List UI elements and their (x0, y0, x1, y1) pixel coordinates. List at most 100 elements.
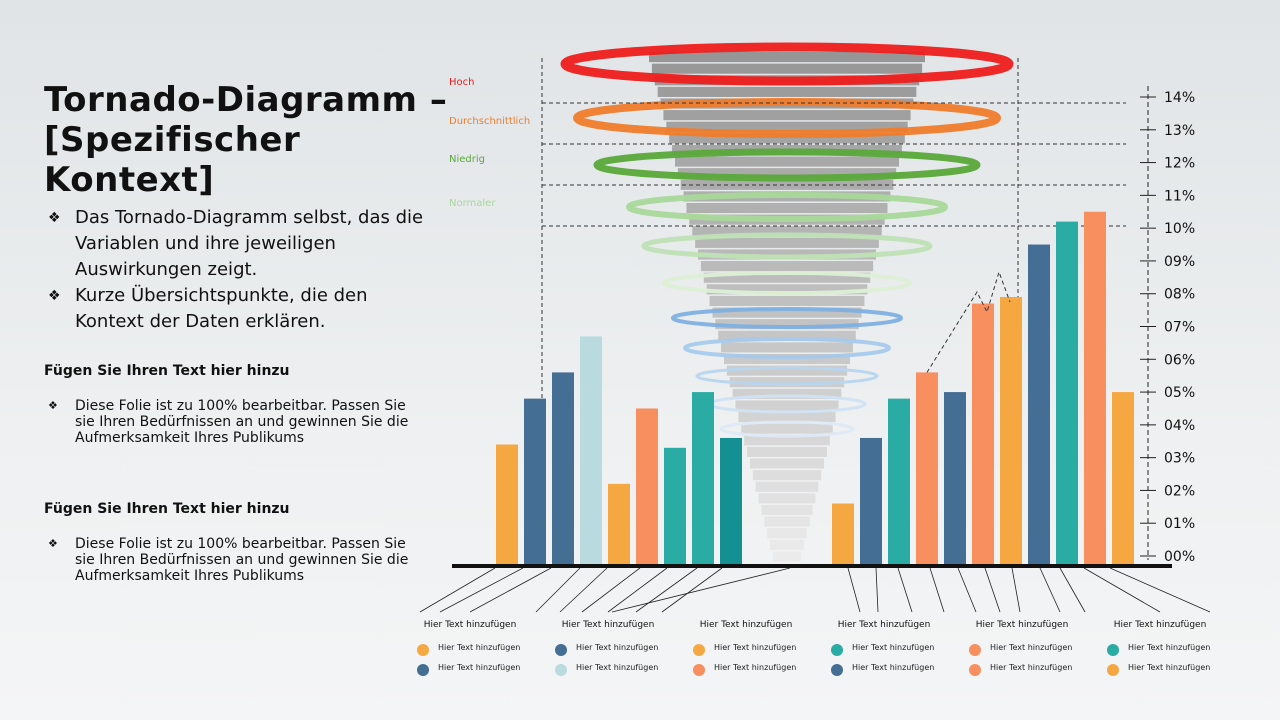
category-labels: Hier Text hinzufügen Hier Text hinzufügen… (424, 620, 1207, 630)
tornado-stripe (749, 458, 825, 469)
leader-line (419, 567, 496, 613)
tornado-stripe (767, 528, 807, 539)
legend-swatch (693, 664, 705, 676)
baseline (419, 564, 1211, 613)
bar (552, 372, 574, 564)
legend-label: Hier Text hinzufügen (990, 663, 1072, 672)
bar (720, 437, 742, 564)
legend-swatch (555, 644, 567, 656)
section-heading-2: Fügen Sie Ihren Text hier hinzu (44, 501, 290, 517)
tornado-stripe (706, 284, 868, 295)
title-line-1: Tornado-Diagramm – (44, 80, 448, 120)
legend: Hier Text hinzufügen Hier Text hinzufügen… (417, 643, 1210, 676)
leader-line (469, 567, 552, 613)
y-tick-label: 00% (1164, 549, 1195, 565)
bar (860, 437, 882, 564)
section-text: Diese Folie ist zu 100% bearbeitbar. Pas… (44, 536, 424, 584)
tornado-stripe (663, 110, 911, 121)
tornado-stripe (773, 551, 801, 562)
leader-line (559, 567, 608, 613)
tornado-stripe (729, 377, 845, 388)
y-tick-label: 12% (1164, 156, 1195, 172)
legend-label: Hier Text hinzufügen (1128, 643, 1210, 652)
category-label: Hier Text hinzufügen (424, 620, 517, 630)
leader-line (1059, 567, 1086, 613)
slide-title: Tornado-Diagramm – [Spezifischer Kontext… (44, 80, 464, 200)
category-label: Hier Text hinzufügen (1114, 620, 1207, 630)
legend-label: Hier Text hinzufügen (576, 663, 658, 672)
leader-line (875, 567, 879, 613)
category-label: Hier Text hinzufügen (838, 620, 931, 630)
y-tick-label: 07% (1164, 320, 1195, 336)
bar (496, 444, 518, 564)
legend-swatch (417, 644, 429, 656)
level-label: Normaler (449, 198, 496, 209)
legend-swatch (417, 664, 429, 676)
category-label: Hier Text hinzufügen (700, 620, 793, 630)
tornado-ring (560, 42, 1014, 86)
tornado-stripe (770, 539, 804, 550)
tornado-stripe (669, 133, 905, 144)
tornado-stripe (758, 493, 816, 504)
bar (888, 398, 910, 564)
tornado-stripe (718, 330, 856, 341)
y-tick-label: 11% (1164, 188, 1195, 204)
bar (1000, 296, 1022, 564)
tornado-stripe (657, 86, 917, 97)
y-tick-label: 06% (1164, 352, 1195, 368)
legend-label: Hier Text hinzufügen (438, 663, 520, 672)
tornado-stripe (695, 237, 879, 248)
leader-line (897, 567, 913, 613)
legend-swatch (555, 664, 567, 676)
tornado-stripe (709, 295, 865, 306)
leader-line (635, 567, 698, 613)
bar (1056, 221, 1078, 565)
y-tick-label: 04% (1164, 418, 1195, 434)
bar (636, 408, 658, 564)
legend-label: Hier Text hinzufügen (576, 643, 658, 652)
summary-bullets: Das Tornado-Diagramm selbst, das die Var… (44, 205, 424, 335)
leader-line (661, 567, 723, 613)
legend-label: Hier Text hinzufügen (714, 643, 796, 652)
section-body-2: Diese Folie ist zu 100% bearbeitbar. Pas… (44, 536, 424, 584)
tornado-rings (560, 42, 1014, 438)
bar (1112, 392, 1134, 564)
tornado-ring (695, 366, 879, 386)
tornado-stripe (692, 226, 882, 237)
bullet-item: Das Tornado-Diagramm selbst, das die Var… (44, 205, 424, 283)
legend-swatch (1107, 664, 1119, 676)
callout-line (926, 270, 1011, 373)
tornado-stripe (761, 504, 813, 516)
tornado-stripe (712, 307, 862, 318)
leader-line (439, 567, 524, 613)
tornado-stripe (686, 202, 888, 214)
legend-label: Hier Text hinzufügen (990, 643, 1072, 652)
bar (1028, 244, 1050, 565)
leader-line (1109, 567, 1211, 613)
tornado-stripe (715, 319, 859, 330)
legend-swatch (969, 664, 981, 676)
tornado-stripe (651, 63, 923, 74)
leader-line (1011, 567, 1021, 613)
bar (524, 398, 546, 564)
y-tick-label: 05% (1164, 385, 1195, 401)
legend-label: Hier Text hinzufügen (852, 663, 934, 672)
legend-label: Hier Text hinzufügen (852, 643, 934, 652)
category-label: Hier Text hinzufügen (562, 620, 655, 630)
tornado-stripe (721, 342, 853, 353)
level-label: Niedrig (449, 154, 485, 165)
tornado-stripe (674, 156, 900, 167)
y-tick-label: 01% (1164, 516, 1195, 532)
leader-line (1083, 567, 1161, 613)
tornado-ring (683, 337, 891, 359)
title-line-2: [Spezifischer Kontext] (44, 120, 301, 200)
tornado-ring (626, 192, 948, 222)
category-label: Hier Text hinzufügen (976, 620, 1069, 630)
tornado-stripe (649, 52, 925, 63)
tornado-stripe (732, 388, 842, 399)
y-tick-label: 13% (1164, 123, 1195, 139)
bar (580, 336, 602, 564)
bar (1084, 211, 1106, 564)
bullet-item: Kurze Übersichtspunkte, die den Kontext … (44, 283, 424, 335)
